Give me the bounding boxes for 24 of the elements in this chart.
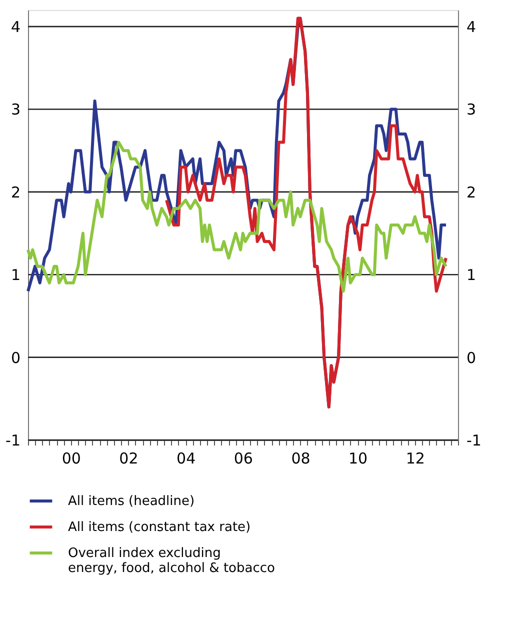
x-tick-label: 00: [62, 450, 81, 468]
y2-tick-label: -1: [466, 432, 482, 450]
y2-tick-label: 4: [466, 18, 476, 36]
y-tick-label: 4: [10, 18, 20, 36]
legend-label: All items (headline): [68, 494, 195, 509]
x-tick-label: 12: [406, 450, 425, 468]
y2-tick-label: 1: [466, 266, 476, 284]
y-tick-label: -1: [6, 432, 20, 450]
y2-tick-label: 2: [466, 183, 476, 202]
line-series: [165, 16, 448, 408]
y2-tick-label: 0: [466, 348, 476, 367]
y-tick-label: 2: [10, 183, 20, 202]
legend-label: Overall index excluding energy, food, alcohol & tobacco: [68, 546, 276, 576]
x-tick-label: 10: [348, 450, 368, 468]
y-tick-label: 0: [10, 348, 20, 367]
x-tick-label: 08: [291, 450, 310, 468]
x-tick-label: 04: [176, 450, 196, 468]
x-tick-label: 06: [234, 450, 253, 468]
legend-label: All items (constant tax rate): [68, 520, 251, 535]
y-tick-label: 3: [10, 100, 20, 119]
y2-tick-label: 3: [466, 100, 476, 119]
line-series: [26, 140, 448, 293]
y-tick-label: 1: [10, 266, 20, 284]
x-tick-label: 02: [119, 450, 138, 468]
